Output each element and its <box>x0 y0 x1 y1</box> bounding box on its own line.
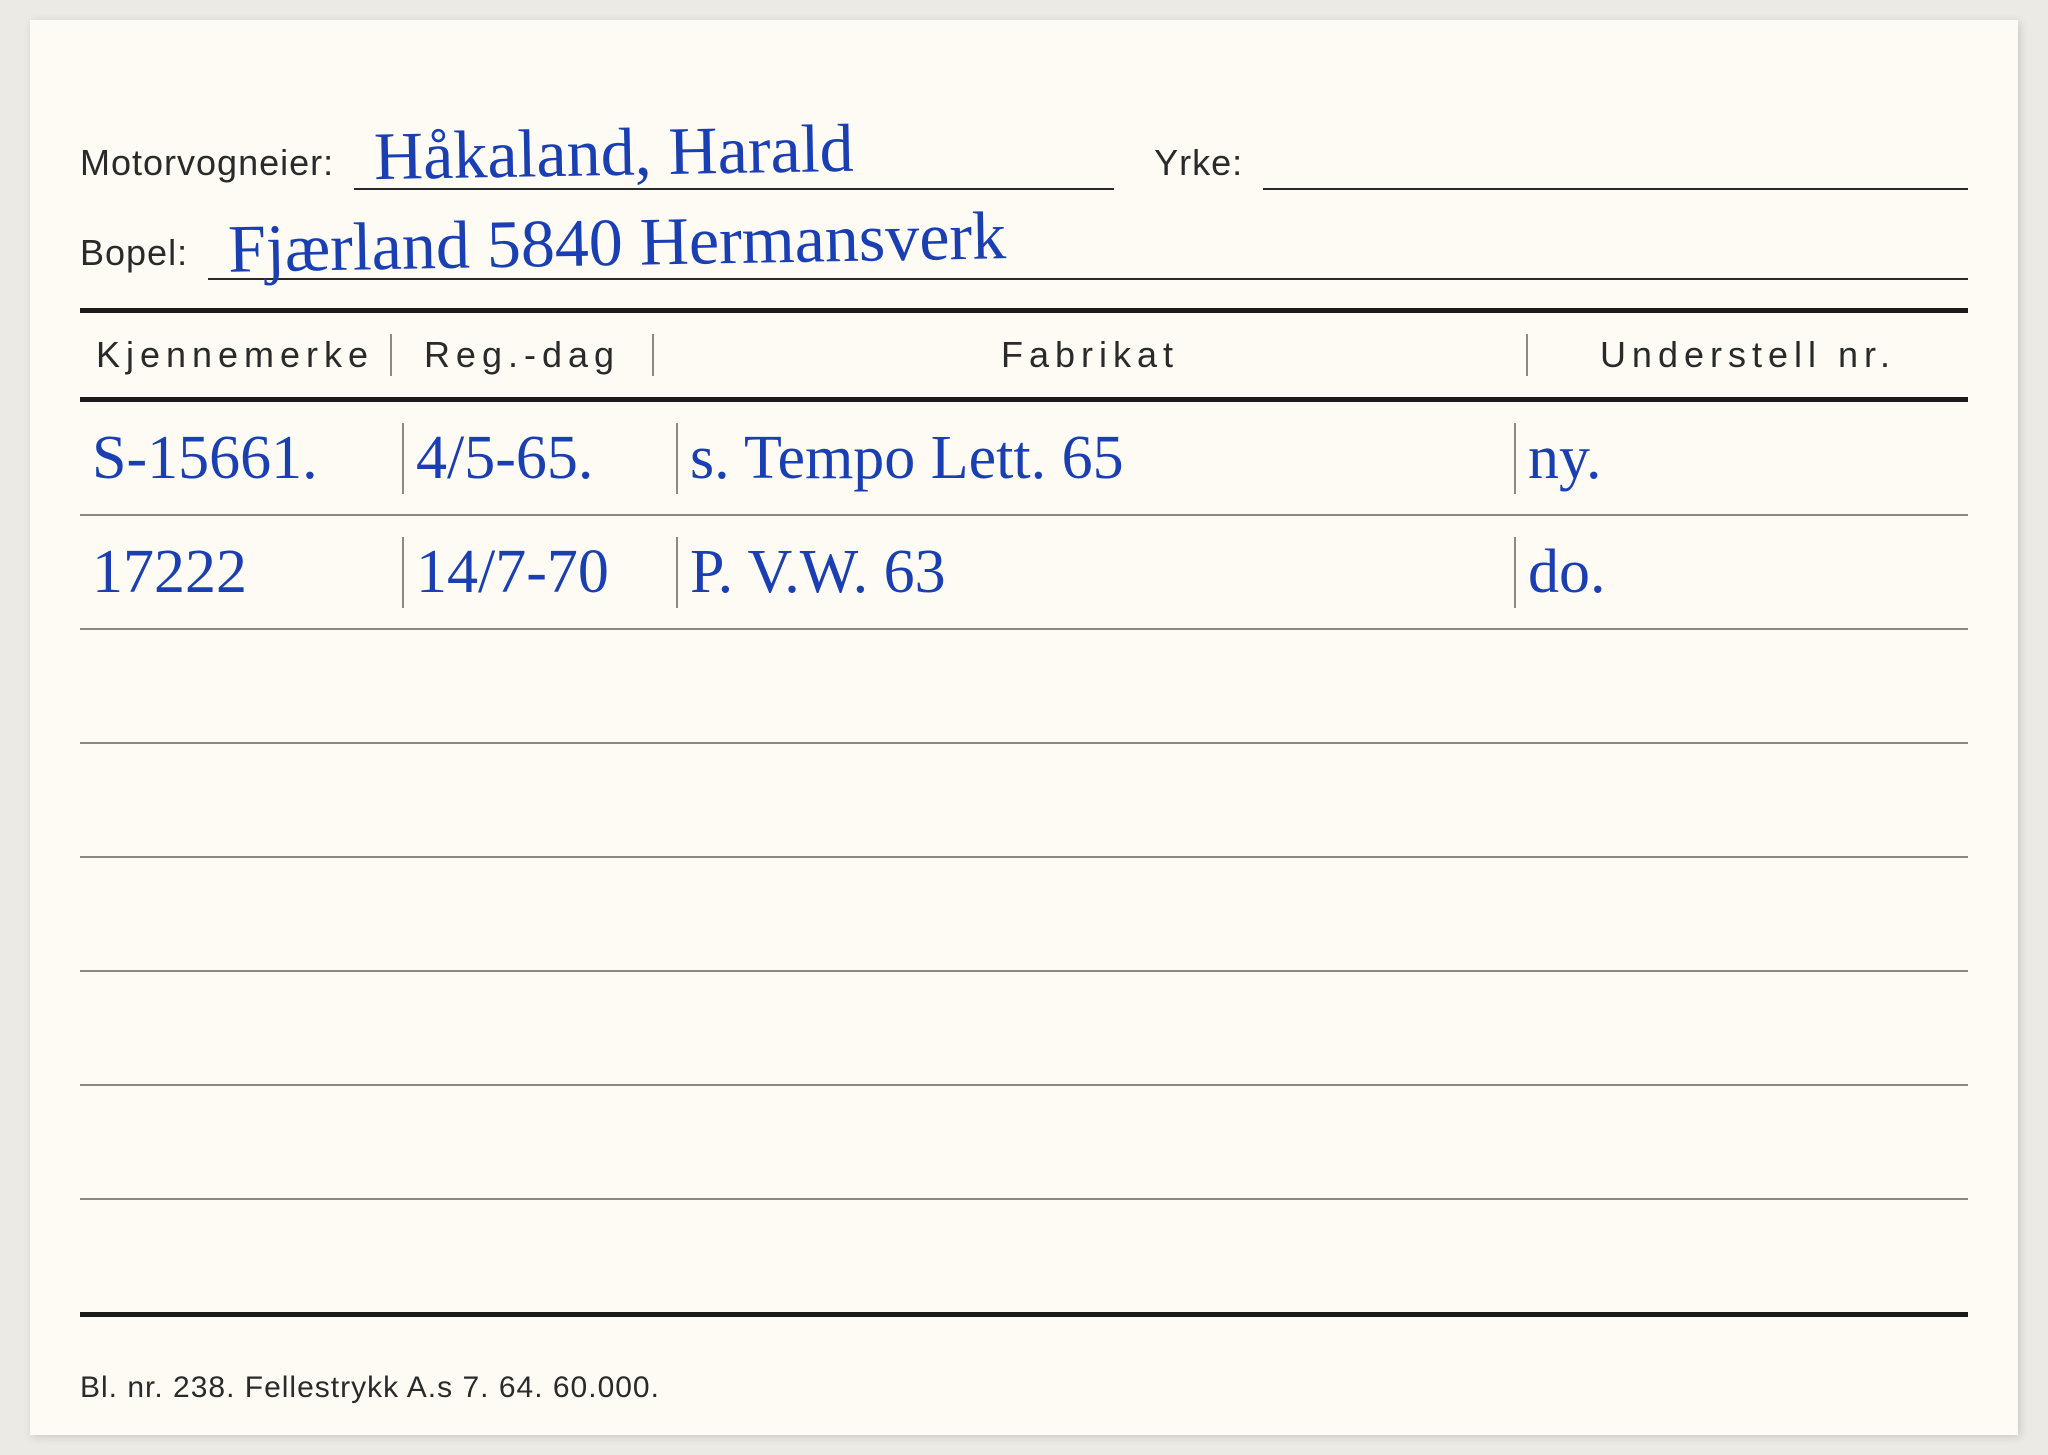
cell-reg-dag: 14/7-70 <box>404 537 678 608</box>
occupation-label: Yrke: <box>1114 142 1263 190</box>
table-row: 17222 14/7-70 P. V.W. 63 do. <box>80 516 1968 630</box>
cell-kjennemerke: 17222 <box>80 537 404 608</box>
col-header-kjennemerke: Kjennemerke <box>80 334 392 376</box>
table-row <box>80 858 1968 972</box>
residence-row: Bopel: Fjærland 5840 Hermansverk <box>80 190 1968 280</box>
card-content: Motorvogneier: Håkaland, Harald Yrke: Bo… <box>80 100 1968 1375</box>
table-row <box>80 972 1968 1086</box>
cell-understell: do. <box>1516 537 1968 608</box>
table-bottom-rule <box>80 1312 1968 1317</box>
table-row: S-15661. 4/5-65. s. Tempo Lett. 65 ny. <box>80 402 1968 516</box>
index-card: Motorvogneier: Håkaland, Harald Yrke: Bo… <box>30 20 2018 1435</box>
residence-field: Fjærland 5840 Hermansverk <box>208 188 1968 280</box>
table-row <box>80 1086 1968 1200</box>
owner-row: Motorvogneier: Håkaland, Harald Yrke: <box>80 100 1968 190</box>
cell-fabrikat: s. Tempo Lett. 65 <box>678 423 1516 494</box>
table-row <box>80 744 1968 858</box>
owner-field: Håkaland, Harald <box>354 98 1114 190</box>
table-row <box>80 630 1968 744</box>
col-header-understell: Understell nr. <box>1528 334 1968 376</box>
owner-value: Håkaland, Harald <box>373 109 854 196</box>
cell-reg-dag: 4/5-65. <box>404 423 678 494</box>
owner-label: Motorvogneier: <box>80 142 354 190</box>
cell-fabrikat: P. V.W. 63 <box>678 537 1516 608</box>
form-footer: Bl. nr. 238. Fellestrykk A.s 7. 64. 60.0… <box>80 1371 660 1405</box>
cell-kjennemerke: S-15661. <box>80 423 404 494</box>
registration-table: Kjennemerke Reg.-dag Fabrikat Understell… <box>80 313 1968 1317</box>
col-header-reg-dag: Reg.-dag <box>392 334 654 376</box>
occupation-field <box>1263 98 1968 190</box>
table-header-row: Kjennemerke Reg.-dag Fabrikat Understell… <box>80 313 1968 402</box>
residence-value: Fjærland 5840 Hermansverk <box>227 196 1006 289</box>
cell-understell: ny. <box>1516 423 1968 494</box>
table-row <box>80 1200 1968 1314</box>
residence-label: Bopel: <box>80 232 208 280</box>
col-header-fabrikat: Fabrikat <box>654 334 1528 376</box>
